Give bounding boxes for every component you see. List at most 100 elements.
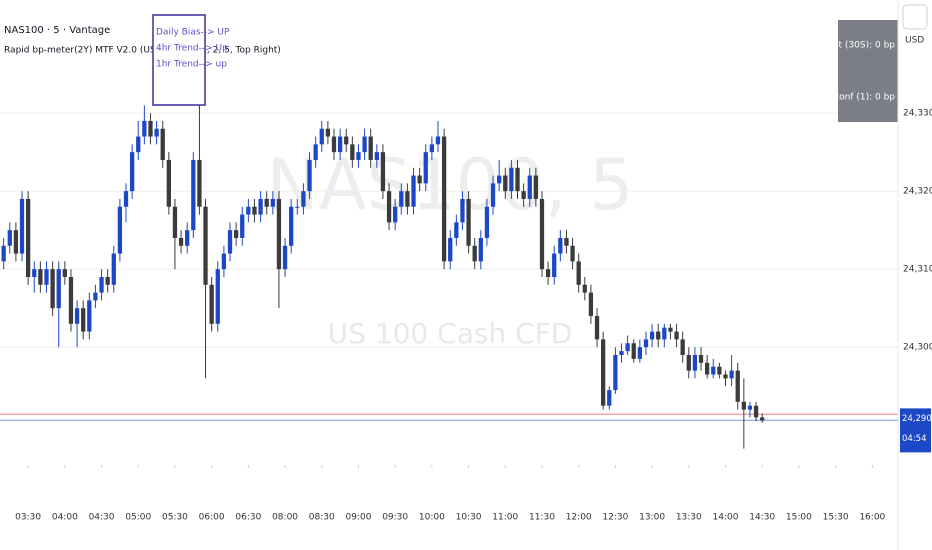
candle-body [484,206,490,238]
candle-body [81,308,86,332]
candle-body [148,120,153,137]
candle-body [270,198,275,207]
candle-body [56,269,61,309]
candle-body [123,191,129,207]
candle-body [454,222,459,238]
x-tick-label: 05:30 [162,513,188,523]
candle-body [319,128,324,145]
candle-body [576,261,581,285]
candle-body [503,175,508,192]
x-tick-label: 10:00 [419,513,445,523]
candle-body [735,370,740,402]
candle-body [87,300,92,332]
candle-body [698,354,704,363]
candle-body [613,354,618,391]
candle-body [497,175,502,184]
candle-body [197,159,202,207]
candle-body [435,136,441,145]
settings-button[interactable] [902,4,928,30]
candle-body [221,253,227,270]
bp-table-cell: 2Y Δ fast (30S): 0 bp [802,41,895,51]
candle-body [301,191,306,207]
candle-body [276,198,282,270]
candle-body [656,331,661,340]
candle-body [93,292,98,301]
candle-body [1,245,6,262]
candle-body [191,159,196,231]
candle-body [380,152,386,192]
candle-body [227,230,233,254]
candle-body [594,315,600,340]
candle-body [203,206,208,285]
watermark-symbol: NAS100, 5 [266,144,633,226]
last-price-box [900,408,931,453]
candle-body [717,366,722,375]
candle-body [264,198,269,207]
candle-body [368,136,373,160]
candle-body [423,152,428,184]
candle-body [448,237,453,262]
candle-body [50,269,55,309]
candle-body [99,276,104,293]
bias-box [152,14,206,106]
candle-body [136,136,141,153]
candle-body [105,276,110,285]
candle-body [344,136,349,145]
candle-body [117,206,123,254]
x-tick-label: 12:00 [566,513,592,523]
candle-body [362,136,367,153]
x-tick-label: 03:30 [15,513,41,523]
candle-body [674,331,679,340]
candle-body [282,245,288,270]
x-tick-label: 11:30 [529,513,555,523]
candle-body [160,128,165,160]
x-tick-label: 16:00 [859,513,885,523]
y-tick-label: 24,300.00 [903,343,932,353]
candle-body [637,347,642,359]
x-tick-label: 08:30 [309,513,335,523]
candle-body [399,191,404,207]
x-tick-label: 06:00 [199,513,225,523]
candle-body [760,417,765,421]
candle-body [515,167,520,192]
candle-body [472,245,477,262]
candle-body [374,152,379,160]
x-tick-label: 11:00 [492,513,518,523]
last-price-label: 24,290.62 [902,414,932,424]
candle-body [44,269,49,285]
candle-body [325,128,331,137]
candle-body [607,390,612,406]
candle-body [747,405,753,410]
candle-body [233,230,239,238]
bias-text: Daily Bias--> UP [156,28,230,38]
candle-body [533,175,539,199]
candle-body [74,308,80,324]
candle-body [680,339,685,355]
candle-body [460,198,465,223]
x-tick-label: 08:00 [272,513,298,523]
bp-table [838,20,898,122]
countdown-label: 04:54 [902,434,927,444]
candle-body [582,284,587,293]
y-tick-label: 24,330.00 [903,109,932,119]
candle-body [521,191,526,199]
candle-body [588,292,594,316]
indicator-label: Rapid bp-meter(2Y) MTF V2.0 (US02Y, 30S,… [4,46,281,56]
candle-body [723,374,728,379]
x-tick-label: 13:30 [676,513,702,523]
candle-body [331,136,337,153]
x-tick-label: 04:30 [89,513,115,523]
candle-body [558,237,563,254]
candle-body [466,198,471,246]
x-tick-label: 13:00 [639,513,665,523]
bias-text: 4hr Trend--> Up [156,44,228,54]
candle-body [258,198,263,215]
candle-body [111,253,116,285]
candle-body [405,191,410,207]
candle-body [509,167,514,192]
candle-body [417,175,422,184]
x-tick-label: 15:30 [823,513,849,523]
bp-table-cell: 2Y Δ conf (1): 0 bp [811,93,895,103]
